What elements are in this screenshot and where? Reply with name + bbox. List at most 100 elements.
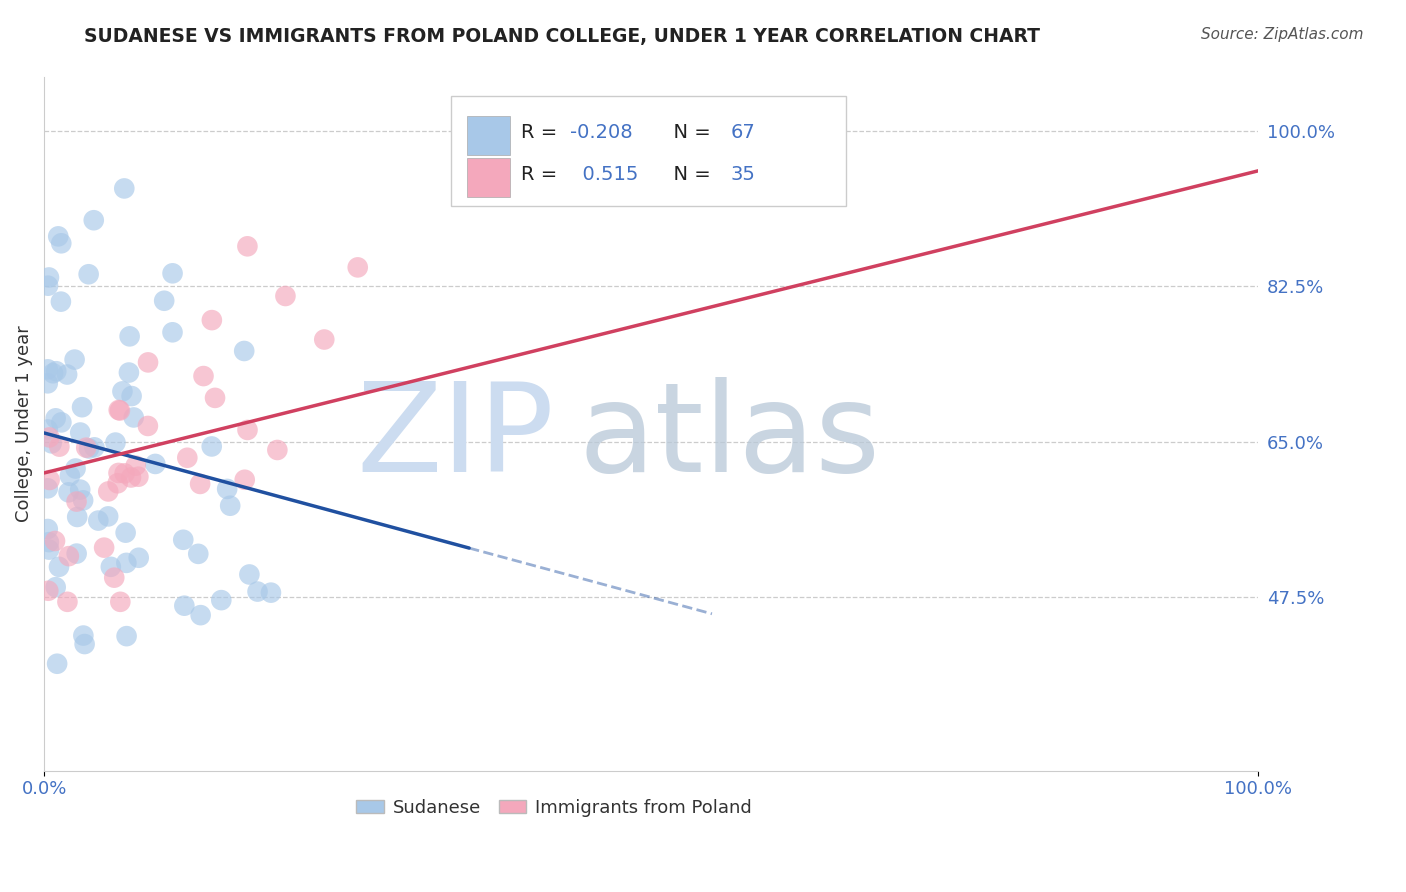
Point <box>56 368 79 382</box>
Point <box>115 629 138 643</box>
Point <box>143 457 166 471</box>
Point <box>193 369 215 384</box>
Point <box>70 401 93 415</box>
Point <box>162 326 184 340</box>
Point <box>65 461 87 475</box>
Point <box>51 236 73 251</box>
Point <box>107 476 129 491</box>
Point <box>115 556 138 570</box>
Point <box>201 440 224 454</box>
Point <box>65 494 87 508</box>
Point <box>45 364 67 378</box>
Point <box>238 567 260 582</box>
Point <box>127 469 149 483</box>
Text: -0.208: -0.208 <box>569 123 633 143</box>
Point <box>187 547 209 561</box>
Point <box>209 593 232 607</box>
Point <box>314 333 336 347</box>
Point <box>77 442 100 456</box>
Point <box>153 293 176 308</box>
FancyBboxPatch shape <box>467 116 510 155</box>
Point <box>108 403 131 417</box>
Text: SUDANESE VS IMMIGRANTS FROM POLAND COLLEGE, UNDER 1 YEAR CORRELATION CHART: SUDANESE VS IMMIGRANTS FROM POLAND COLLE… <box>84 27 1040 45</box>
Point <box>63 352 86 367</box>
Point <box>38 535 60 549</box>
Point <box>219 499 242 513</box>
Point <box>38 473 60 487</box>
Point <box>37 522 59 536</box>
Point <box>120 470 142 484</box>
Point <box>46 657 69 671</box>
Point <box>162 266 184 280</box>
Y-axis label: College, Under 1 year: College, Under 1 year <box>15 326 32 523</box>
Point <box>56 595 79 609</box>
Point <box>121 389 143 403</box>
Point <box>48 440 70 454</box>
Point <box>103 571 125 585</box>
Point <box>37 376 59 391</box>
Point <box>190 608 212 623</box>
Point <box>46 229 69 244</box>
Point <box>118 366 141 380</box>
Text: R =: R = <box>522 165 564 184</box>
Point <box>49 294 72 309</box>
Point <box>37 481 59 495</box>
Point <box>201 313 224 327</box>
Point <box>217 482 239 496</box>
Point <box>246 584 269 599</box>
Point <box>97 509 120 524</box>
Point <box>122 410 145 425</box>
Point <box>87 514 110 528</box>
Point <box>44 533 66 548</box>
FancyBboxPatch shape <box>467 158 510 196</box>
Point <box>37 278 59 293</box>
Point <box>125 458 148 473</box>
Point <box>107 466 129 480</box>
Point <box>37 362 59 376</box>
Point <box>100 559 122 574</box>
Point <box>59 468 82 483</box>
Text: 35: 35 <box>730 165 755 184</box>
Point <box>69 483 91 497</box>
Point <box>236 423 259 437</box>
Point <box>38 542 60 557</box>
Point <box>75 441 97 455</box>
Point <box>66 510 89 524</box>
Point <box>51 416 73 430</box>
Text: Source: ZipAtlas.com: Source: ZipAtlas.com <box>1201 27 1364 42</box>
Point <box>188 477 211 491</box>
Point <box>233 343 256 358</box>
Point <box>48 559 70 574</box>
Point <box>346 260 368 275</box>
Point <box>114 525 136 540</box>
Point <box>58 485 80 500</box>
Point <box>72 629 94 643</box>
Point <box>104 435 127 450</box>
Text: R =: R = <box>522 123 564 143</box>
Text: 67: 67 <box>730 123 755 143</box>
Point <box>38 430 60 444</box>
Point <box>204 391 226 405</box>
Point <box>41 436 63 450</box>
Text: atlas: atlas <box>578 377 880 499</box>
Point <box>266 442 288 457</box>
Point <box>58 549 80 563</box>
FancyBboxPatch shape <box>451 96 845 206</box>
Point <box>83 213 105 227</box>
Point <box>42 366 65 380</box>
Text: N =: N = <box>661 165 717 184</box>
Point <box>236 239 259 253</box>
Point <box>72 493 94 508</box>
Point <box>45 411 67 425</box>
Text: 0.515: 0.515 <box>569 165 638 184</box>
Point <box>110 595 132 609</box>
Point <box>69 425 91 440</box>
Point <box>260 585 283 599</box>
Point <box>93 541 115 555</box>
Point <box>274 289 297 303</box>
Point <box>114 467 136 481</box>
Point <box>172 533 194 547</box>
Point <box>118 329 141 343</box>
Point <box>136 419 159 434</box>
Point <box>83 440 105 454</box>
